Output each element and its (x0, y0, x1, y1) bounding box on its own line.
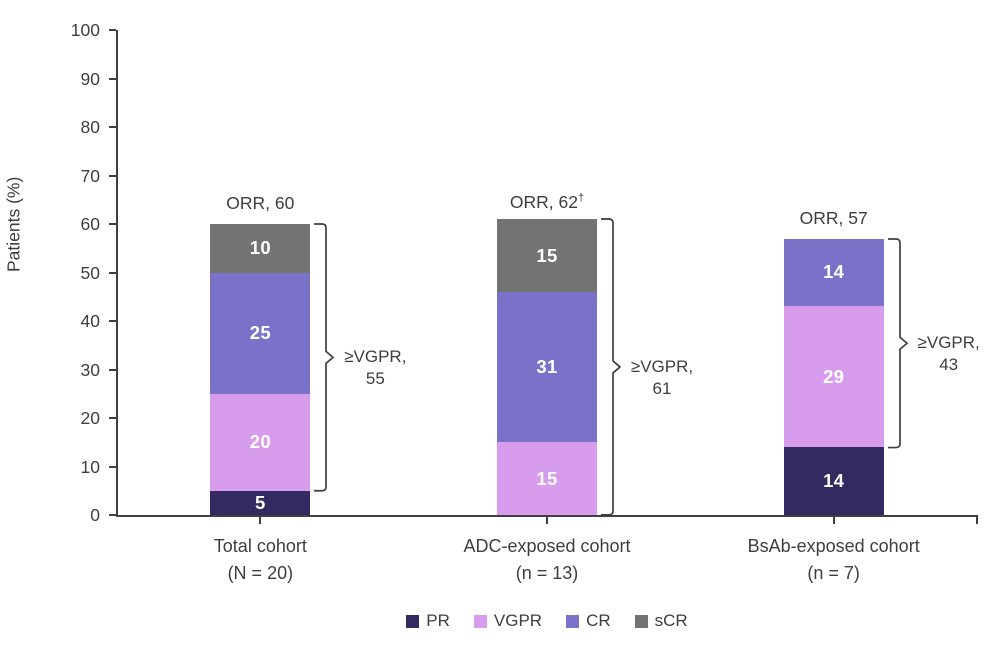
x-tick (832, 517, 835, 524)
bar-segment-vgpr: 20 (210, 393, 311, 491)
vgpr-bracket-label: ≥VGPR, 43 (914, 332, 984, 376)
y-tick-label: 50 (80, 262, 100, 283)
legend-swatch-cr (566, 614, 580, 628)
legend-label-vgpr: VGPR (493, 611, 543, 630)
bar-segment-value: 29 (823, 365, 845, 387)
y-tick-label: 90 (80, 68, 100, 89)
bar-segment-value: 14 (823, 261, 845, 283)
y-axis-line (116, 30, 118, 517)
y-tick (109, 514, 116, 516)
x-tick (259, 517, 262, 524)
legend-label-cr: CR (586, 611, 611, 630)
bar-segment-scr: 15 (497, 219, 597, 292)
dagger-footnote-marker: † (577, 192, 585, 205)
category-label: Total cohort (N = 20) (120, 533, 400, 587)
y-tick (109, 417, 116, 419)
vgpr-bracket-label-line2: 61 (652, 379, 672, 399)
bar-segment-scr: 10 (210, 224, 311, 273)
bar-segment-pr: 14 (783, 447, 884, 515)
category-n: (n = 13) (515, 563, 579, 583)
legend-item-pr: PR (406, 611, 450, 631)
y-tick-label: 30 (80, 359, 100, 380)
category-n: (n = 7) (807, 563, 860, 583)
vgpr-bracket-label-line1: ≥VGPR, (344, 347, 407, 367)
category-label: BsAb-exposed cohort (n = 7) (694, 533, 974, 587)
category-name: ADC-exposed cohort (463, 536, 631, 556)
vgpr-bracket-label: ≥VGPR, 61 (627, 356, 697, 400)
y-tick (109, 126, 116, 128)
category-n: (N = 20) (227, 563, 294, 583)
category-label: ADC-exposed cohort (n = 13) (407, 533, 687, 587)
bar-segment-value: 15 (536, 244, 558, 266)
bar-segment-value: 5 (255, 491, 266, 513)
bar-segment-vgpr: 29 (783, 306, 884, 448)
y-tick (109, 29, 116, 31)
legend-swatch-pr (406, 614, 420, 628)
bar-segment-value: 15 (536, 467, 558, 489)
legend-item-scr: sCR (634, 611, 688, 631)
bar-segment-value: 31 (536, 356, 558, 378)
y-tick (109, 271, 116, 274)
legend-label-pr: PR (426, 611, 450, 630)
y-tick (109, 174, 116, 177)
bar-segment-value: 14 (823, 470, 845, 492)
y-tick-label: 10 (80, 456, 100, 477)
y-tick-label: 80 (80, 117, 100, 137)
vgpr-bracket (887, 237, 908, 448)
y-tick-label: 0 (90, 505, 100, 525)
y-tick (109, 223, 116, 225)
x-axis-line (116, 515, 978, 517)
vgpr-bracket-label: ≥VGPR, 55 (340, 346, 410, 390)
y-tick-label: 20 (80, 408, 100, 428)
bar-segment-value: 10 (249, 237, 271, 259)
y-tick-label: 40 (80, 311, 100, 331)
y-tick-label: 60 (80, 214, 100, 234)
vgpr-bracket (314, 223, 335, 492)
legend-label-scr: sCR (654, 611, 688, 630)
vgpr-bracket-label-line1: ≥VGPR, (917, 332, 980, 352)
orr-annotation: ORR, 60 (226, 193, 295, 213)
category-name: BsAb-exposed cohort (747, 536, 920, 556)
y-tick (109, 320, 116, 322)
bar-segment-value: 20 (249, 431, 271, 453)
vgpr-bracket-label-line1: ≥VGPR, (630, 357, 694, 377)
y-tick-label: 70 (80, 165, 100, 186)
bar-segment-cr: 31 (497, 291, 597, 443)
y-tick (109, 368, 116, 371)
x-axis-end-tick (976, 517, 978, 524)
legend-swatch-scr (634, 614, 648, 628)
y-tick (109, 465, 116, 468)
category-name: Total cohort (213, 536, 307, 556)
vgpr-bracket-label-line2: 43 (939, 354, 959, 374)
bar-segment-cr: 25 (210, 272, 311, 394)
bar-segment-cr: 14 (783, 238, 884, 307)
x-tick (546, 517, 548, 524)
orr-annotation: ORR, 57 (799, 207, 868, 228)
legend-item-cr: CR (566, 611, 611, 631)
legend: PR VGPR CR sCR (117, 611, 977, 631)
vgpr-bracket (601, 218, 621, 516)
legend-swatch-vgpr (473, 614, 487, 628)
bar-segment-value: 25 (249, 322, 271, 344)
orr-annotation: ORR, 62† (509, 191, 585, 212)
legend-item-vgpr: VGPR (473, 611, 543, 631)
bar-segment-pr: 5 (210, 490, 311, 515)
vgpr-bracket-label-line2: 55 (365, 369, 385, 389)
y-tick-label: 100 (70, 20, 100, 40)
y-tick (109, 77, 116, 80)
y-axis-title: Patients (%) (3, 176, 24, 272)
bar-segment-vgpr: 15 (497, 442, 597, 515)
